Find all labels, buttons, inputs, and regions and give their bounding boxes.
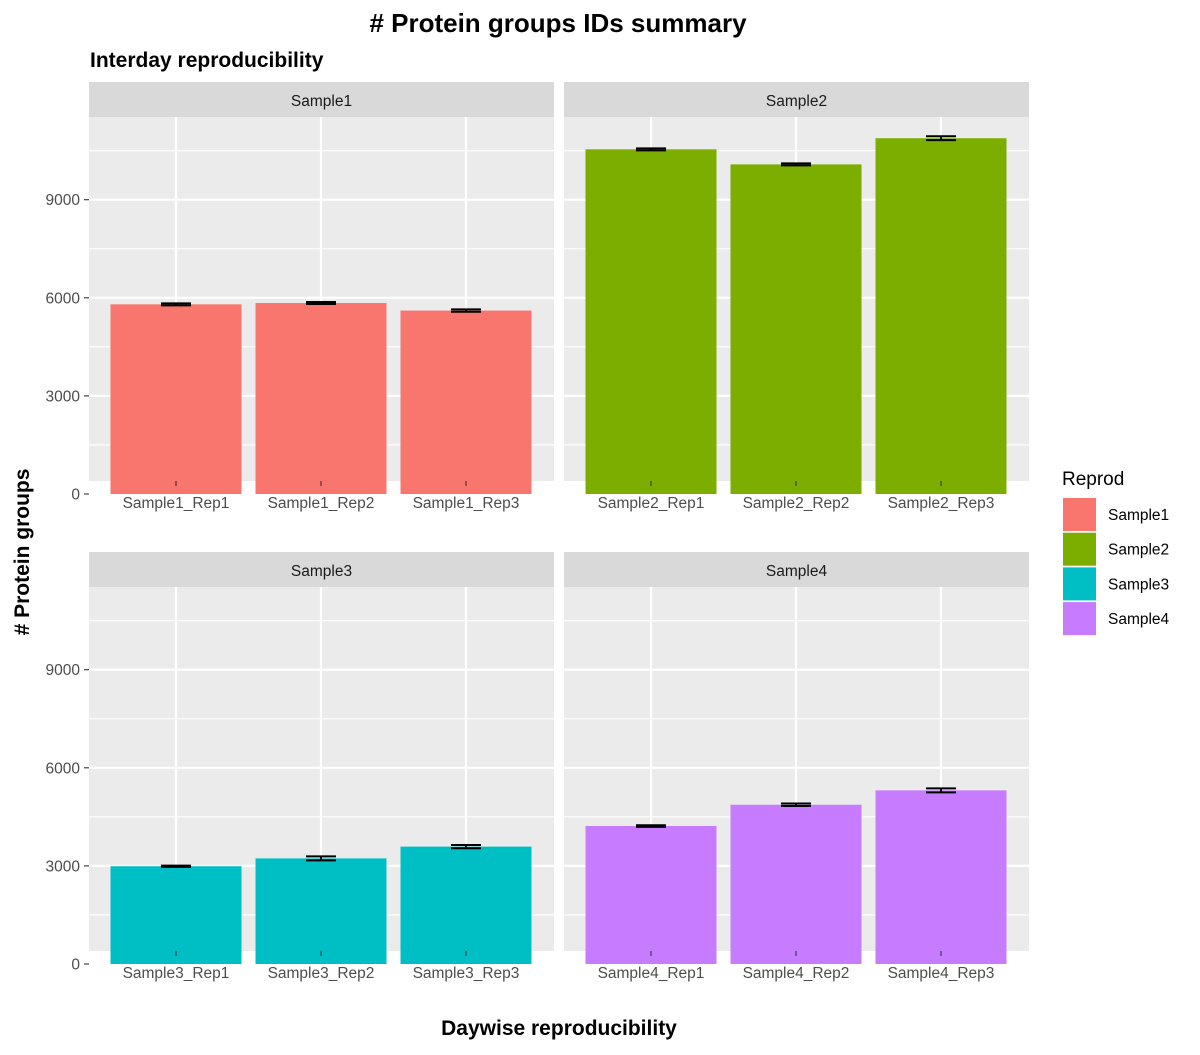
facet-strip-label: Sample2 [766,93,827,110]
legend-label: Sample4 [1108,611,1170,628]
bar [730,164,862,494]
x-tick-label: Sample3_Rep1 [123,965,230,982]
error-bar [306,855,336,862]
x-tick-label: Sample1_Rep2 [268,495,375,512]
y-tick-label: 6000 [46,290,81,307]
bar [730,804,862,964]
facet-panel-4: Sample4 Sample4_Rep1 Sample4_Rep2 Sample4_R… [564,552,1029,982]
legend: Reprod Sample1 Sample2 Sample3 Sample4 [1062,469,1170,636]
facet-strip [564,82,1029,117]
chart-subtitle: Interday reproducibility [90,49,324,72]
legend-title: Reprod [1062,469,1124,490]
bar [875,790,1007,964]
x-tick-label: Sample2_Rep2 [743,495,850,512]
legend-key-sample2 [1063,532,1096,566]
legend-label: Sample3 [1108,576,1169,593]
bar [400,310,532,494]
error-bar [926,787,956,794]
y-tick-label: 0 [71,487,80,504]
error-bar [306,301,336,306]
y-tick-label: 9000 [46,192,81,209]
bar [110,304,242,494]
y-axis-title: # Protein groups [11,469,34,636]
bar [875,138,1007,494]
error-bar [161,302,191,307]
bar [585,826,717,964]
y-tick-label: 3000 [46,388,81,405]
legend-key-sample4 [1063,602,1096,636]
error-bar [161,864,191,868]
x-tick-label: Sample1_Rep1 [123,495,230,512]
error-bar [451,308,481,313]
facet-strip [89,552,554,587]
bar [255,858,387,964]
facet-panel-3: Sample3 Sample3_Rep1 Sample3_Rep2 Sample3_R… [46,552,554,982]
legend-label: Sample2 [1108,542,1169,559]
y-tick-label: 3000 [46,858,81,875]
bar [585,149,717,495]
x-tick-label: Sample4_Rep3 [888,965,995,982]
x-tick-label: Sample2_Rep1 [598,495,705,512]
facet-strip-label: Sample1 [291,93,352,110]
error-bar [451,843,481,850]
error-bar [636,147,666,152]
facet-strip [89,82,554,117]
facet-strip [564,552,1029,587]
legend-key-sample3 [1063,567,1096,601]
bar [255,303,387,494]
error-bar [781,802,811,808]
bar [400,846,532,964]
y-tick-label: 6000 [46,760,81,777]
error-bar [926,135,956,142]
x-tick-label: Sample3_Rep2 [268,965,375,982]
x-tick-label: Sample4_Rep1 [598,965,705,982]
y-tick-label: 0 [71,957,80,974]
y-tick-label: 9000 [46,662,81,679]
facet-panel-1: Sample1 Sample1_Rep1 Sample1_Rep2 Sample1_R… [46,82,554,512]
x-tick-label: Sample2_Rep3 [888,495,995,512]
error-bar [636,824,666,828]
x-tick-label: Sample1_Rep3 [413,495,520,512]
x-axis-title: Daywise reproducibility [441,1017,677,1040]
x-tick-label: Sample3_Rep3 [413,965,520,982]
facet-panel-2: Sample2 Sample2_Rep1 Sample2_Rep2 Sample2_R… [564,82,1029,512]
legend-key-sample1 [1063,498,1096,531]
facet-panels: Sample1 Sample1_Rep1 Sample1_Rep2 Sample1_R… [46,82,1029,982]
x-tick-label: Sample4_Rep2 [743,965,850,982]
legend-label: Sample1 [1108,507,1169,524]
bar [110,866,242,964]
error-bar [781,162,811,167]
facet-strip-label: Sample3 [291,563,352,580]
chart-title: # Protein groups IDs summary [369,8,747,38]
facet-strip-label: Sample4 [766,563,828,580]
